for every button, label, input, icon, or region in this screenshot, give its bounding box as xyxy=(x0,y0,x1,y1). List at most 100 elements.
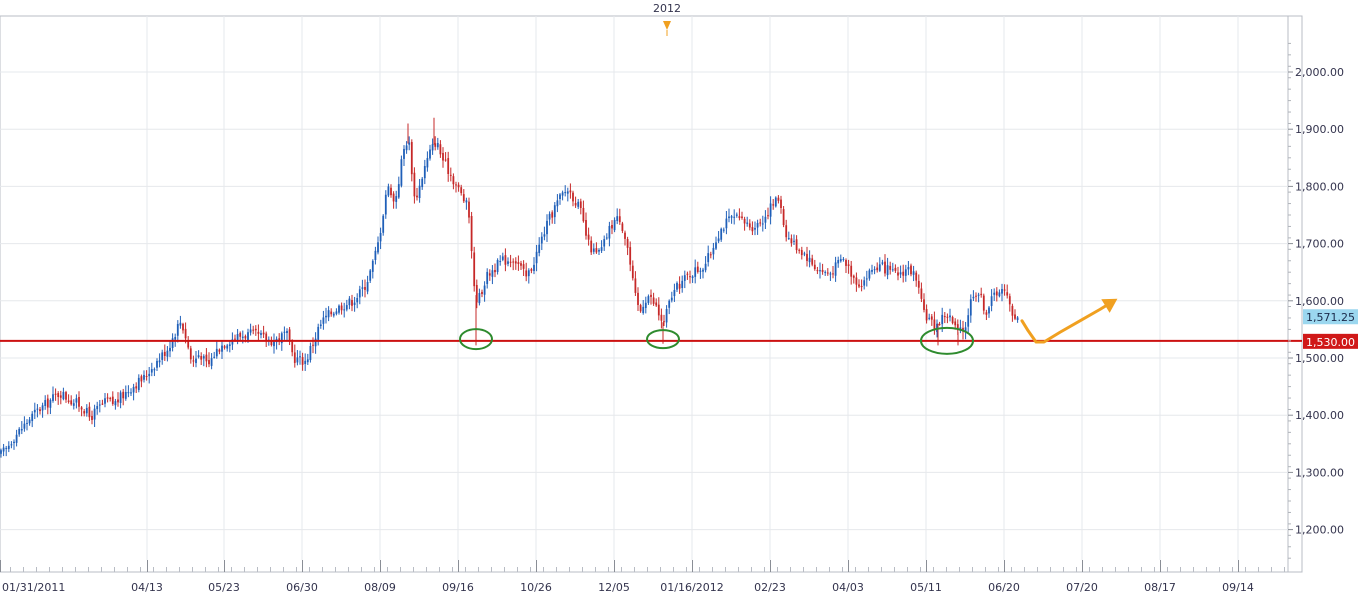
candle-body xyxy=(725,218,728,229)
candle-body xyxy=(819,270,821,272)
candle-body xyxy=(122,391,125,399)
candle-body xyxy=(54,393,57,395)
candle-body xyxy=(468,201,470,218)
candle-body xyxy=(717,238,720,242)
candle-body xyxy=(208,360,210,365)
candle-body xyxy=(343,309,346,311)
candle-body xyxy=(93,408,96,420)
candle-body xyxy=(980,293,983,296)
candle-body xyxy=(49,399,52,408)
candle-body xyxy=(364,287,366,290)
candle-body xyxy=(322,317,325,324)
candle-body xyxy=(395,196,398,202)
candle-body xyxy=(535,251,538,264)
candle-body xyxy=(67,400,70,402)
candle-body xyxy=(707,253,710,263)
candle-body xyxy=(998,292,1001,297)
candle-body xyxy=(392,193,395,202)
candle-body xyxy=(444,159,447,161)
y-tick-label: 1,700.00 xyxy=(1295,238,1344,251)
x-tick-label: 07/20 xyxy=(1066,581,1098,594)
candle-body xyxy=(780,199,782,208)
candle-body xyxy=(41,405,44,411)
candle-body xyxy=(234,338,236,340)
candle-body xyxy=(730,216,733,218)
y-tick-label: 1,600.00 xyxy=(1295,295,1344,308)
candle-body xyxy=(96,406,99,410)
candle-body xyxy=(967,315,970,327)
candle-body xyxy=(72,403,75,406)
candle-body xyxy=(98,404,101,406)
candle-body xyxy=(813,264,816,270)
candle-body xyxy=(829,273,832,275)
candle-body xyxy=(31,413,34,422)
candle-body xyxy=(941,314,944,325)
candle-body xyxy=(795,239,798,251)
candle-body xyxy=(509,261,512,263)
candle-body xyxy=(488,273,491,276)
candle-body xyxy=(559,194,561,200)
candle-body xyxy=(475,285,478,303)
candle-body xyxy=(5,447,8,449)
candle-body xyxy=(273,341,275,347)
candle-body xyxy=(163,351,166,356)
candle-body xyxy=(104,398,106,404)
candle-body xyxy=(2,447,5,452)
candle-body xyxy=(907,267,910,270)
candle-body xyxy=(683,275,686,281)
candle-body xyxy=(551,212,554,218)
candle-body xyxy=(873,269,876,271)
y-tick-label: 1,500.00 xyxy=(1295,352,1344,365)
candle-body xyxy=(746,222,749,224)
candle-body xyxy=(218,349,221,352)
candle-body xyxy=(257,331,260,334)
candle-body xyxy=(319,324,322,326)
candle-body xyxy=(371,260,374,272)
last-price-badge: 1,571.25 xyxy=(1303,309,1358,325)
candle-body xyxy=(132,386,135,393)
candle-body xyxy=(202,356,205,359)
candle-body xyxy=(387,186,390,196)
candle-body xyxy=(169,347,171,352)
candle-body xyxy=(777,197,780,201)
candle-body xyxy=(299,356,301,358)
candle-body xyxy=(390,187,392,196)
x-tick-label: 01/16/2012 xyxy=(660,581,723,594)
candle-body xyxy=(720,228,723,240)
candle-body xyxy=(88,406,91,418)
candle-body xyxy=(145,376,148,378)
candle-body xyxy=(548,213,551,220)
candle-body xyxy=(491,270,494,277)
candle-body xyxy=(512,261,515,263)
candle-body xyxy=(785,225,788,238)
candle-body xyxy=(366,282,369,292)
x-tick-label: 08/09 xyxy=(364,581,396,594)
candle-body xyxy=(894,267,897,271)
candle-body xyxy=(803,253,806,255)
candle-body xyxy=(70,400,73,405)
candle-body xyxy=(920,288,923,299)
candle-body xyxy=(166,350,169,357)
candle-body xyxy=(431,144,434,151)
candle-body xyxy=(816,270,819,272)
candle-body xyxy=(205,354,208,362)
candle-body xyxy=(858,284,860,287)
candle-body xyxy=(904,269,907,276)
candle-body xyxy=(80,407,83,410)
candle-body xyxy=(608,225,611,239)
candle-body xyxy=(798,249,801,251)
candle-body xyxy=(241,336,244,338)
candle-body xyxy=(306,359,309,363)
candle-body xyxy=(1001,289,1003,294)
candle-body xyxy=(850,265,853,277)
candle-body xyxy=(140,376,143,382)
candle-body xyxy=(561,192,564,196)
y-tick-label: 1,300.00 xyxy=(1295,466,1344,479)
candle-body xyxy=(239,332,242,337)
candle-body xyxy=(374,250,377,260)
candle-body xyxy=(106,397,109,399)
candle-body xyxy=(642,306,645,314)
candle-body xyxy=(150,369,153,373)
candle-body xyxy=(0,450,2,454)
